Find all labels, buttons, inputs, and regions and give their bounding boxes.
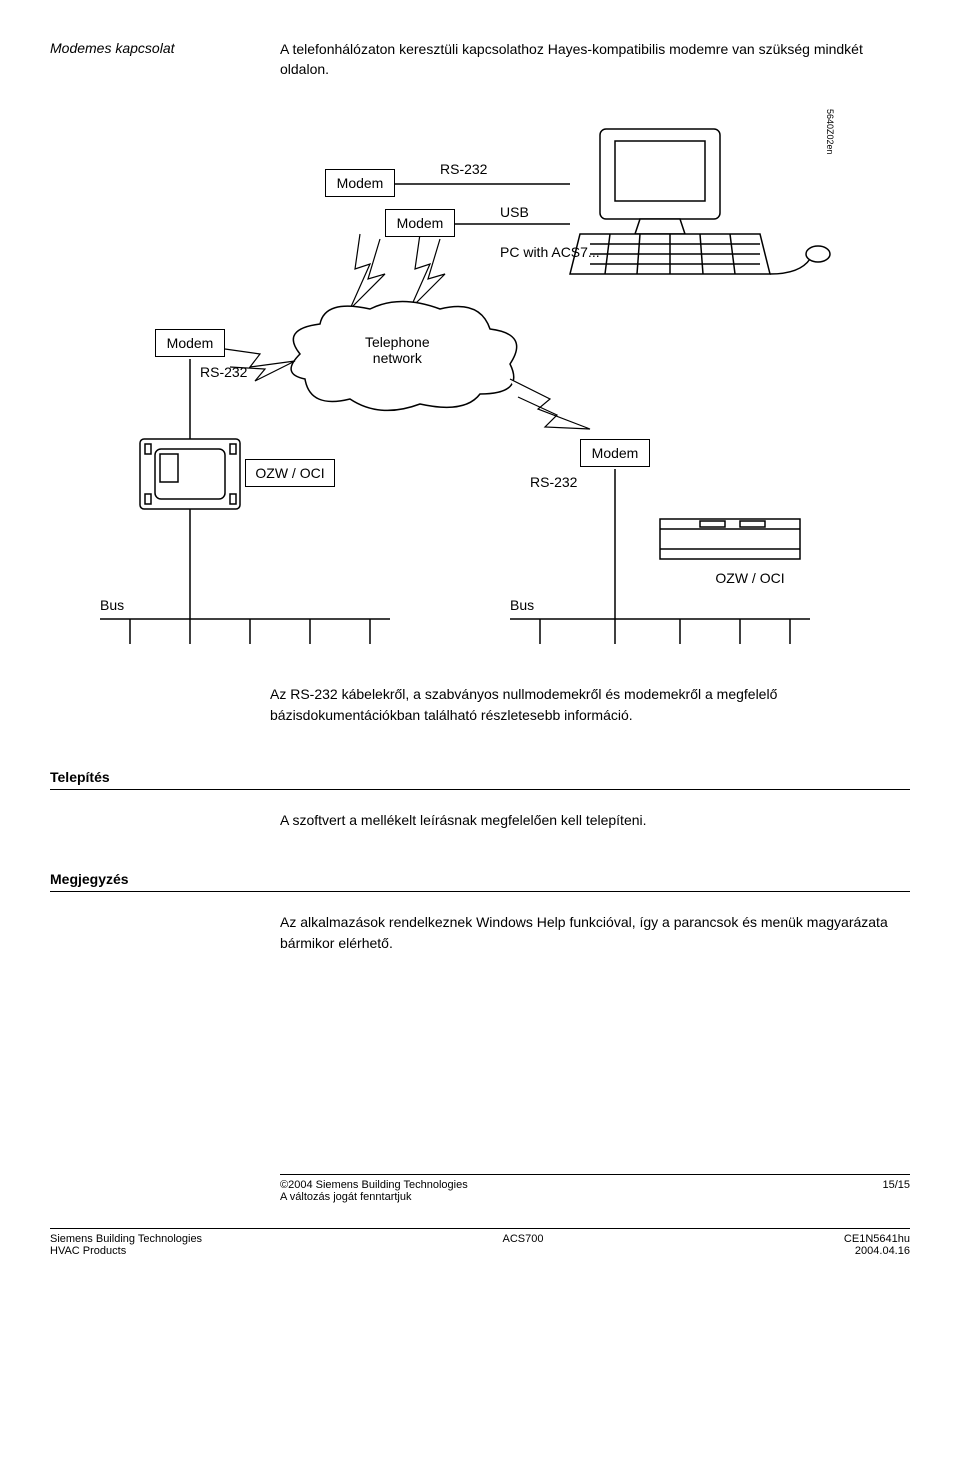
footer-page: 15/15: [882, 1179, 910, 1203]
footer-top: ©2004 Siemens Building Technologies A vá…: [280, 1174, 910, 1203]
ozw-left-box: OZW / OCI: [245, 459, 335, 487]
rs232-top-label: RS-232: [440, 161, 487, 177]
bus-left-label: Bus: [100, 597, 124, 613]
rs232-right-label: RS-232: [530, 474, 577, 490]
modem-right-box: Modem: [580, 439, 650, 467]
bus-right-label: Bus: [510, 597, 534, 613]
modem-top2-box: Modem: [385, 209, 455, 237]
footer-doc: CE1N5641hu: [844, 1233, 910, 1245]
footer: ©2004 Siemens Building Technologies A vá…: [50, 1174, 910, 1257]
install-heading: Telepítés: [50, 769, 910, 790]
note-heading: Megjegyzés: [50, 871, 910, 892]
footer-company: Siemens Building Technologies: [50, 1233, 202, 1245]
note-text: Az alkalmazások rendelkeznek Windows Hel…: [280, 912, 910, 954]
usb-label: USB: [500, 204, 529, 220]
footer-date: 2004.04.16: [844, 1245, 910, 1257]
diagram-svg: [70, 99, 890, 739]
network-diagram: 5640Z02en: [70, 99, 890, 739]
footer-rights: A változás jogát fenntartjuk: [280, 1191, 468, 1203]
footer-bottom: Siemens Building Technologies HVAC Produ…: [50, 1228, 910, 1257]
pc-label: PC with ACS7...: [500, 244, 600, 260]
ozw-right-box: OZW / OCI: [705, 564, 795, 592]
footer-copyright: ©2004 Siemens Building Technologies: [280, 1179, 468, 1191]
modem-left-box: Modem: [155, 329, 225, 357]
modem-top1-box: Modem: [325, 169, 395, 197]
install-text: A szoftvert a mellékelt leírásnak megfel…: [280, 810, 910, 831]
footer-division: HVAC Products: [50, 1245, 202, 1257]
header-row: Modemes kapcsolat A telefonhálózaton ker…: [50, 40, 910, 79]
header-text: A telefonhálózaton keresztüli kapcsolath…: [280, 40, 910, 79]
footer-product: ACS700: [503, 1233, 544, 1245]
telephone-network-label: Telephone network: [365, 334, 430, 366]
diagram-body-text: Az RS-232 kábelekről, a szabványos nullm…: [270, 684, 830, 726]
diagram-code: 5640Z02en: [825, 109, 835, 155]
header-label: Modemes kapcsolat: [50, 40, 220, 79]
rs232-left-label: RS-232: [200, 364, 247, 380]
